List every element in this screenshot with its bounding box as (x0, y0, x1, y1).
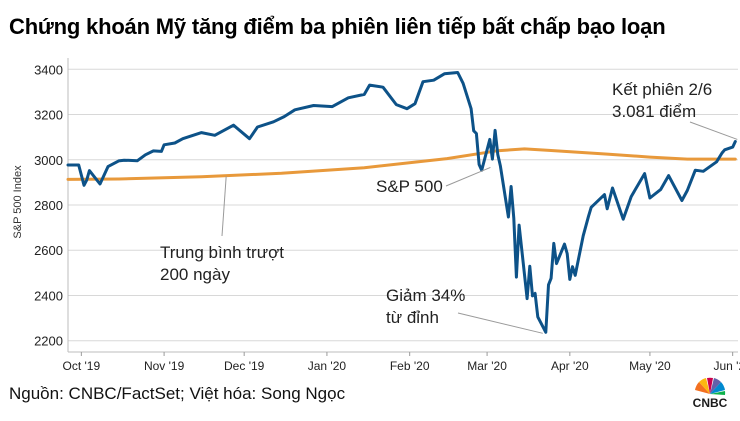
sp500-line (66, 71, 737, 334)
annotation-drawdown-leader (457, 312, 543, 334)
grid-lines (68, 68, 738, 342)
annotations: Kết phiên 2/6 3.081 điểm S&P 500 Trung bình… (160, 80, 738, 334)
source-note: Nguồn: CNBC/FactSet; Việt hóa: Song Ngọc (9, 384, 346, 403)
annotation-drawdown: từ đỉnh (386, 308, 439, 327)
annotation-moving-average-leader (221, 176, 227, 237)
y-tick-label: 2400 (34, 288, 63, 303)
y-tick-label: 2200 (34, 334, 63, 349)
y-tick-label: 3400 (34, 62, 63, 77)
moving-average-line (66, 147, 737, 181)
y-tick-label: 2800 (34, 198, 63, 213)
cnbc-wordmark: CNBC (693, 396, 728, 410)
x-tick-label: Dec '19 (224, 359, 265, 373)
x-tick-label: Jun '20 (713, 359, 740, 373)
x-tick-label: Nov '19 (144, 359, 185, 373)
x-tick-label: Jan '20 (308, 359, 347, 373)
x-tick-label: Apr '20 (551, 359, 589, 373)
annotation-moving-average: Trung bình trượt (160, 243, 284, 262)
cnbc-logo: CNBC (684, 372, 736, 416)
y-axis-label: S&P 500 Index (12, 165, 24, 239)
annotation-moving-average: 200 ngày (160, 265, 230, 284)
annotation-drawdown: Giảm 34% (386, 286, 465, 305)
x-tick-label: Oct '19 (63, 359, 101, 373)
annotation-last-close: 3.081 điểm (612, 102, 696, 121)
annotation-last-close-leader (689, 121, 738, 140)
y-tick-label: 3000 (34, 153, 63, 168)
y-tick-label: 2600 (34, 243, 63, 258)
y-tick-label: 3200 (34, 108, 63, 123)
chart-title: Chứng khoán Mỹ tăng điểm ba phiên liên t… (9, 14, 666, 39)
annotation-sp500-leader (445, 166, 491, 187)
x-tick-label: Mar '20 (467, 359, 507, 373)
annotation-last-close: Kết phiên 2/6 (612, 80, 712, 99)
peacock-icon: CNBC (686, 377, 734, 410)
annotation-sp500: S&P 500 (376, 177, 443, 196)
x-tick-label: Feb '20 (390, 359, 430, 373)
series-lines (66, 71, 737, 334)
x-tick-label: May '20 (629, 359, 671, 373)
axes: 2200 2400 2600 2800 3000 3200 3400 Oct '19 Nov '… (34, 58, 740, 373)
